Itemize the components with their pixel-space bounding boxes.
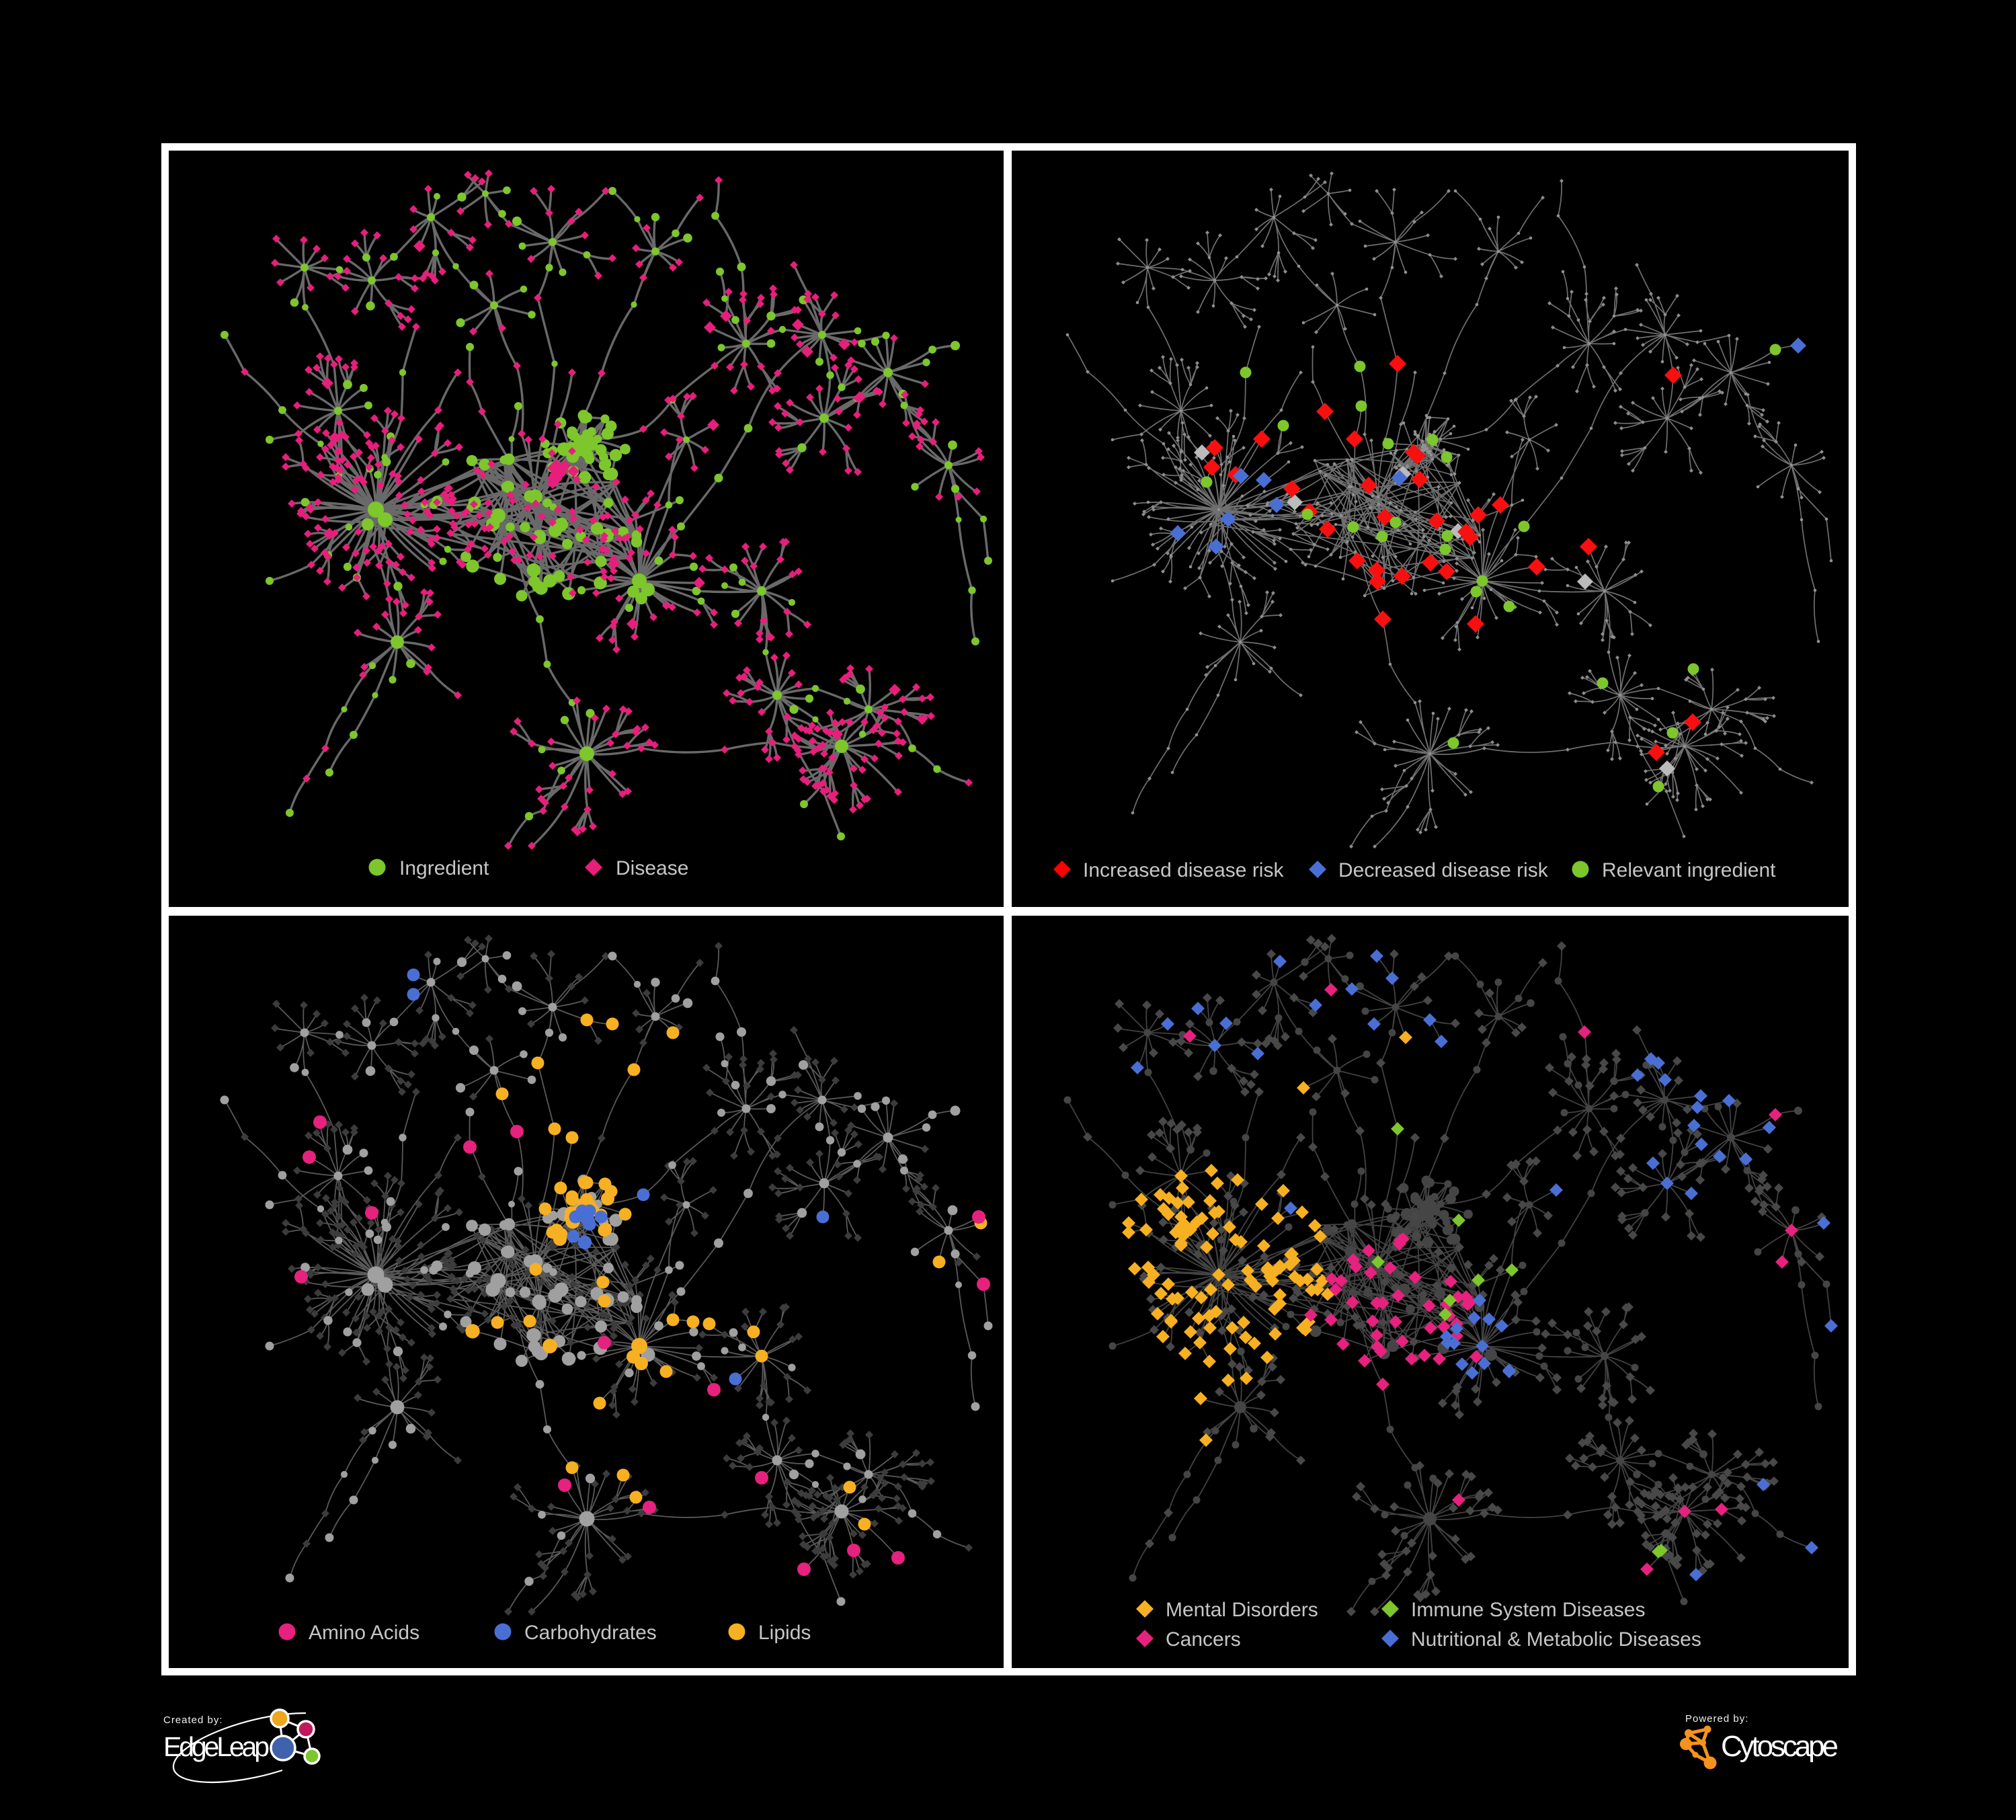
svg-text:Created by:: Created by: xyxy=(163,1714,223,1726)
svg-text:Powered by:: Powered by: xyxy=(1685,1713,1748,1725)
svg-text:Immune System Diseases: Immune System Diseases xyxy=(1411,1599,1645,1621)
svg-text:Nutritional & Metabolic Diseas: Nutritional & Metabolic Diseases xyxy=(1411,1628,1701,1651)
svg-text:Cytoscape: Cytoscape xyxy=(1721,1730,1839,1763)
svg-text:Lipids: Lipids xyxy=(758,1622,811,1644)
svg-text:Cancers: Cancers xyxy=(1166,1628,1241,1651)
svg-text:EdgeLeap: EdgeLeap xyxy=(163,1731,270,1762)
svg-text:Relevant ingredient: Relevant ingredient xyxy=(1602,859,1776,881)
svg-text:Amino Acids: Amino Acids xyxy=(309,1622,419,1644)
svg-text:Ingredient: Ingredient xyxy=(399,857,489,879)
svg-text:Disease: Disease xyxy=(616,857,688,879)
svg-text:Increased disease risk: Increased disease risk xyxy=(1083,859,1284,881)
svg-text:Carbohydrates: Carbohydrates xyxy=(524,1622,657,1644)
svg-text:Mental Disorders: Mental Disorders xyxy=(1166,1599,1318,1621)
svg-text:Decreased disease risk: Decreased disease risk xyxy=(1338,859,1549,881)
